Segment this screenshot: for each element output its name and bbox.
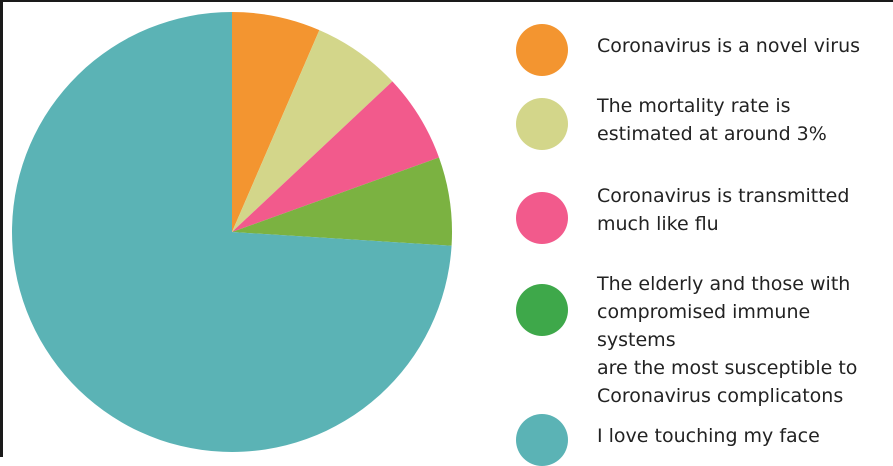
pie-slice-3 [232, 81, 439, 233]
legend-label-4: The elderly and those with compromised i… [597, 273, 858, 407]
legend-label-5: I love touching my face [597, 425, 820, 447]
legend-label-3: Coronavirus is transmitted much like flu [597, 185, 850, 235]
legend-swatch-2 [516, 98, 568, 150]
legend: Coronavirus is a novel virus The mortali… [514, 0, 893, 466]
pie-slice-5 [12, 12, 452, 452]
legend-label-1: Coronavirus is a novel virus [597, 35, 861, 57]
pie-slice-1 [232, 12, 320, 232]
frame-left-border [0, 0, 3, 457]
pie-slice-4 [232, 157, 453, 246]
legend-label-2: The mortality rate is estimated at aroun… [597, 95, 827, 145]
frame-top-border [0, 0, 893, 2]
legend-swatch-3 [516, 192, 568, 244]
pie-slice-2 [232, 30, 393, 233]
legend-swatch-1 [516, 24, 568, 76]
legend-swatch-5 [516, 414, 568, 466]
pie-chart [12, 12, 453, 452]
legend-swatch-4 [516, 284, 568, 336]
